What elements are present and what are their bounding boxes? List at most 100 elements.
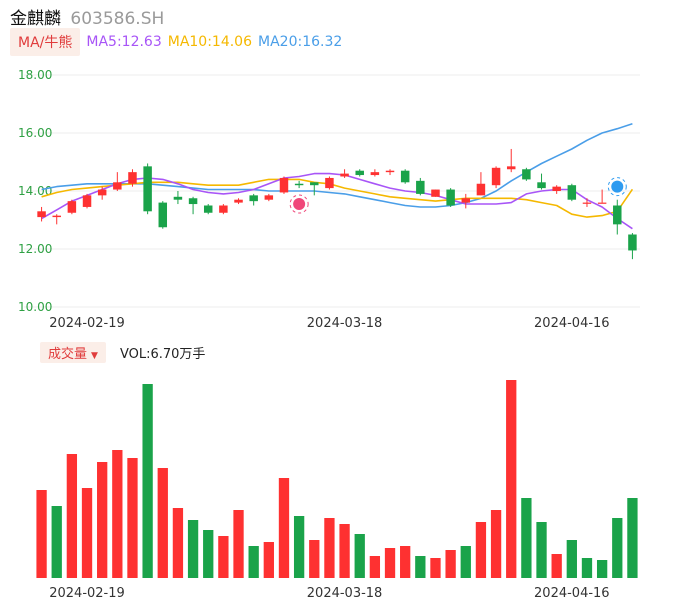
candle-body <box>158 202 168 228</box>
price-x-tick-label: 2024-04-16 <box>534 316 610 331</box>
candle-body <box>310 182 319 186</box>
volume-bar <box>112 450 123 578</box>
volume-bar <box>445 550 456 578</box>
volume-bar <box>521 498 532 578</box>
stock-name: 金麒麟 <box>10 9 61 29</box>
ma-toggle-button[interactable]: MA/牛熊 <box>10 28 81 56</box>
volume-bar <box>203 530 214 578</box>
volume-bar <box>415 556 426 578</box>
volume-bar <box>81 488 93 578</box>
candle-body <box>249 195 258 202</box>
volume-bar <box>384 548 396 578</box>
volume-bar <box>536 522 547 578</box>
bear-marker-icon <box>611 180 624 193</box>
volume-bar <box>566 540 577 578</box>
bear-marker-icon-ring <box>607 177 627 197</box>
candle-body <box>597 202 607 204</box>
volume-bar <box>187 520 199 578</box>
ma20-line <box>41 122 633 208</box>
volume-bar <box>309 540 320 578</box>
candle-body <box>522 169 531 180</box>
volume-bar <box>233 510 244 578</box>
candle-body <box>552 186 561 191</box>
candle-body <box>506 166 516 170</box>
candle-body <box>355 170 364 176</box>
volume-bar <box>430 558 441 578</box>
bull-marker-icon <box>293 198 306 211</box>
volume-indicator-label: 成交量 <box>48 346 88 362</box>
volume-bar <box>490 510 502 578</box>
volume-bar <box>36 490 47 578</box>
volume-indicator-button[interactable]: 成交量 ▼ <box>40 341 106 363</box>
price-y-tick-label: 10.00 <box>18 300 52 314</box>
volume-bar <box>627 498 638 578</box>
volume-bar <box>127 458 138 578</box>
volume-bar <box>66 454 78 578</box>
ma5-line <box>41 172 633 230</box>
candle-body <box>416 180 425 194</box>
volume-bar <box>339 524 350 578</box>
volume-x-tick-label: 2024-02-19 <box>49 586 125 601</box>
candle-body <box>446 189 455 206</box>
ma-legend: MA/牛熊 MA5:12.63 MA10:14.06 MA20:16.32 <box>10 28 342 56</box>
volume-x-tick-label: 2024-03-18 <box>307 586 383 601</box>
candle-body <box>431 189 440 197</box>
candle-body <box>491 167 501 186</box>
candle-body <box>264 195 274 200</box>
candle-body <box>537 182 546 189</box>
candle-body <box>97 189 107 196</box>
volume-x-axis: 2024-02-19 2024-03-18 2024-04-16 <box>49 586 609 601</box>
bull-marker-icon-ring <box>289 194 309 214</box>
volume-bar <box>551 554 562 578</box>
price-y-axis: 18.00 16.00 14.00 12.00 10.00 <box>18 68 52 314</box>
candle-body <box>203 205 213 213</box>
volume-value: VOL:6.70万手 <box>119 346 206 362</box>
volume-bar <box>51 506 62 578</box>
candle-body <box>37 211 46 218</box>
candle-body <box>461 198 471 203</box>
candle-body <box>476 183 486 196</box>
candle-body <box>173 196 183 200</box>
candle-body <box>113 182 122 190</box>
candle-body <box>325 177 334 189</box>
volume-bar <box>612 518 623 578</box>
candle-body <box>370 172 380 176</box>
price-x-tick-label: 2024-03-18 <box>307 316 383 331</box>
candle-body <box>52 215 61 218</box>
volume-bar <box>581 558 593 578</box>
candle-body <box>234 199 243 203</box>
volume-bar <box>460 546 471 578</box>
ma20-legend: MA20:16.32 <box>258 34 343 50</box>
volume-bar <box>354 534 365 578</box>
candle-body <box>279 177 289 193</box>
candle-body <box>67 201 77 213</box>
candle-body <box>143 166 152 212</box>
volume-bar <box>278 478 290 578</box>
stock-code: 603586.SH <box>70 9 165 29</box>
candle-body <box>400 170 410 183</box>
ma5-legend: MA5:12.63 <box>86 34 162 50</box>
candle-body <box>628 234 637 251</box>
candle-body <box>613 205 622 225</box>
candle-body <box>567 185 577 200</box>
dropdown-arrow-icon: ▼ <box>91 350 98 361</box>
volume-bar <box>157 468 168 578</box>
volume-x-tick-label: 2024-04-16 <box>534 586 610 601</box>
volume-bar <box>596 560 608 578</box>
volume-bar <box>293 516 305 578</box>
volume-bar <box>475 522 487 578</box>
volume-bar <box>324 518 335 578</box>
price-y-tick-label: 18.00 <box>18 68 52 82</box>
price-x-axis: 2024-02-19 2024-03-18 2024-04-16 <box>49 316 609 331</box>
candle-body <box>340 173 349 177</box>
ma10-line <box>41 178 634 218</box>
volume-bar <box>97 462 108 578</box>
volume-bar <box>369 556 381 578</box>
candle-body <box>582 202 592 204</box>
volume-bars <box>36 380 638 578</box>
volume-bar <box>400 546 411 578</box>
stock-header: 金麒麟 603586.SH <box>10 4 164 29</box>
candle-body <box>128 172 137 184</box>
volume-bar <box>263 542 274 578</box>
